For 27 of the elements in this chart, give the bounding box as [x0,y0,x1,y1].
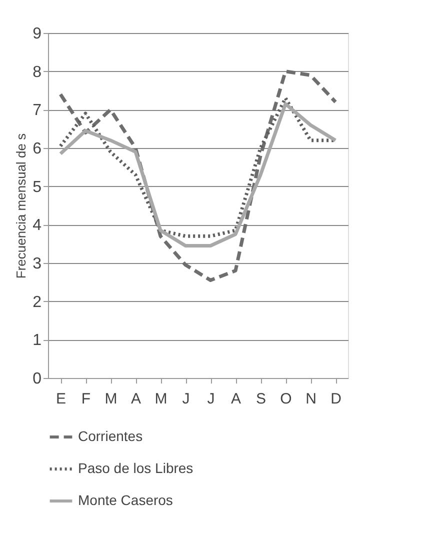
legend-label: Paso de los Libres [78,460,194,476]
y-tick-label: 4 [32,217,42,234]
y-tick-label: 6 [32,140,42,158]
x-tick-label: A [230,390,242,408]
x-tick-label: J [207,390,215,408]
x-tick-label: F [81,390,91,408]
x-tick-label: M [154,390,168,408]
legend-label: Corrientes [78,428,143,444]
x-tick-label: J [182,390,190,408]
y-tick-label: 1 [32,332,42,350]
x-tick-label: O [280,390,292,408]
legend-label: Monte Caseros [78,492,173,508]
x-tick-label: A [130,390,142,408]
x-tick-label: M [104,390,118,408]
x-tick-label: E [56,390,66,408]
y-axis-title: Frecuencia mensual de s [14,132,29,279]
y-tick-label: 3 [32,256,42,272]
x-tick-label: N [306,390,316,408]
y-tick-label: 8 [32,64,42,81]
y-tick-label: 0 [32,370,42,388]
y-tick-label: 5 [32,178,42,196]
x-tick-label: S [256,390,266,408]
y-tick-label: 9 [32,26,42,42]
y-tick-label: 2 [32,294,42,311]
y-tick-label: 7 [32,102,42,120]
x-tick-label: D [330,390,342,408]
line-series [58,70,338,282]
